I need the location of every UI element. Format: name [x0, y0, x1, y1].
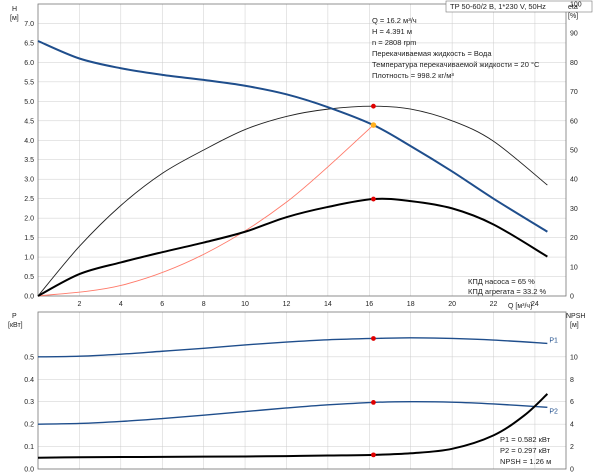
bottom-plot-frame: [37, 311, 567, 470]
y-tick-label: 1.5: [24, 235, 34, 242]
duty-point-eta-pump: [371, 103, 376, 109]
y2-tick-label: 60: [570, 118, 578, 125]
y-tick-label-bottom: 0.5: [24, 354, 34, 361]
x-tick-label: 8: [202, 301, 206, 308]
p2-value-label: P2 = 0.297 кВт: [500, 446, 551, 455]
p1-series-label: P1: [549, 337, 558, 344]
title-box: [445, 0, 593, 13]
head-curve: [37, 40, 548, 233]
y2-tick-label: 80: [570, 60, 578, 67]
npsh-value-label: NPSH = 1.26 м: [500, 457, 551, 466]
y-tick-label: 5.0: [24, 99, 34, 106]
p2-series-label: P2: [549, 408, 558, 415]
chart-title: TP 50-60/2 B, 1*230 V, 50Hz: [450, 2, 546, 11]
y-tick-label-bottom: 0.0: [24, 467, 34, 474]
curves: [37, 40, 549, 459]
y-tick-label: 2.5: [24, 196, 34, 203]
y2-axis-unit-eta: [%]: [568, 13, 578, 20]
x-tick-label: 4: [119, 301, 123, 308]
y2-tick-label: 40: [570, 177, 578, 184]
eta-pump-label: КПД насоса = 65 %: [468, 277, 535, 286]
axis-ticks: 2 4 6 8 10 12 14 16 18 20 22 240.00.51.01.52.02.53.…: [24, 2, 582, 474]
duty-point-head: [370, 122, 377, 128]
y-tick-label: 5.5: [24, 79, 34, 86]
y-tick-label-bottom: 0.1: [24, 444, 34, 451]
y2-tick-label-bottom: 2: [570, 444, 574, 451]
y-tick-label: 6.0: [24, 60, 34, 67]
y2-axis-label-eta: eta: [568, 4, 578, 11]
y-tick-label-bottom: 0.4: [24, 377, 34, 384]
y-axis-unit-h: [м]: [10, 15, 19, 22]
p1-value-label: P1 = 0.582 кВт: [500, 435, 551, 444]
y-tick-label: 4.5: [24, 118, 34, 125]
eta-pump-curve: [37, 105, 548, 297]
y2-tick-label-bottom: 10: [570, 354, 578, 361]
y2-axis-label-npsh: NPSH: [566, 313, 585, 320]
y2-tick-label: 70: [570, 89, 578, 96]
y-tick-label: 3.0: [24, 177, 34, 184]
x-axis-label: Q [м³/ч]: [508, 303, 532, 310]
y2-tick-label: 20: [570, 235, 578, 242]
y-axis-label-h: H: [12, 6, 17, 13]
x-tick-label: 24: [531, 301, 539, 308]
info-head: H = 4.391 м: [372, 27, 412, 36]
x-tick-label: 14: [324, 301, 332, 308]
y2-tick-label-bottom: 0: [570, 467, 574, 474]
x-tick-label: 6: [160, 301, 164, 308]
y2-tick-label-bottom: 4: [570, 422, 574, 429]
y2-tick-label-bottom: 8: [570, 377, 574, 384]
p1-curve: [37, 337, 548, 358]
y-tick-label: 4.0: [24, 138, 34, 145]
eta-unit-curve: [37, 197, 548, 297]
npsh-curve: [37, 393, 549, 459]
duty-point-p2: [371, 399, 376, 405]
y-tick-label: 0.0: [24, 294, 34, 301]
duty-point-p1: [371, 336, 376, 341]
y2-tick-label: 90: [570, 31, 578, 38]
x-tick-label: 12: [283, 301, 291, 308]
y-tick-label: 7.0: [24, 21, 34, 28]
y2-tick-label: 10: [570, 264, 578, 271]
y-axis-label-p: P: [12, 313, 17, 320]
top-plot-frame: [37, 3, 567, 297]
y-axis-unit-p: [кВт]: [8, 322, 23, 329]
y2-tick-label: 50: [570, 148, 578, 155]
y2-tick-label: 0: [570, 294, 574, 301]
duty-point-eta-unit: [371, 196, 376, 202]
y-tick-label: 0.5: [24, 274, 34, 281]
x-tick-label: 22: [490, 301, 498, 308]
x-tick-label: 20: [448, 301, 456, 308]
y2-tick-label-bottom: 6: [570, 399, 574, 406]
info-liquid: Перекачиваемая жидкость = Вода: [372, 49, 492, 58]
duty-points: [370, 103, 377, 458]
y-tick-label-bottom: 0.2: [24, 422, 34, 429]
x-tick-label: 10: [241, 301, 249, 308]
y-tick-label: 3.5: [24, 157, 34, 164]
info-block: Q = 16.2 м³/ч H = 4.391 м n = 2808 rpm П…: [372, 16, 540, 80]
y-tick-label-bottom: 0.3: [24, 399, 34, 406]
x-tick-label: 2: [77, 301, 81, 308]
y2-axis-unit-npsh: [м]: [570, 322, 579, 329]
info-flow: Q = 16.2 м³/ч: [372, 16, 417, 25]
x-tick-label: 16: [365, 301, 373, 308]
info-speed: n = 2808 rpm: [372, 38, 416, 47]
y2-tick-label: 100: [570, 2, 582, 9]
duty-point-npsh: [371, 452, 376, 458]
y-tick-label: 2.0: [24, 216, 34, 223]
info-temperature: Температура перекачиваемой жидкости = 20…: [372, 60, 540, 69]
p2-curve: [37, 401, 548, 425]
y2-tick-label: 30: [570, 206, 578, 213]
x-tick-label: 18: [407, 301, 415, 308]
system-curve: [37, 124, 374, 297]
eta-unit-label: КПД агрегата = 33.2 %: [468, 287, 546, 296]
y-tick-label: 1.0: [24, 255, 34, 262]
y-tick-label: 6.5: [24, 40, 34, 47]
info-density: Плотность = 998.2 кг/м³: [372, 71, 454, 80]
